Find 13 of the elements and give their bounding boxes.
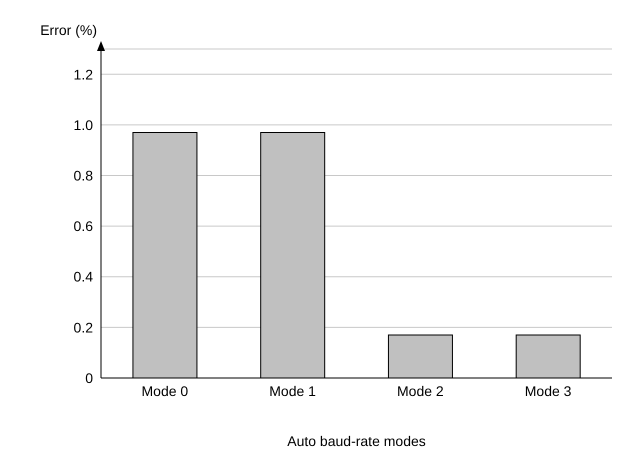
x-tick-label: Mode 1 — [269, 382, 316, 399]
x-axis-title: Auto baud-rate modes — [287, 433, 426, 449]
y-tick-label: 0.8 — [74, 168, 94, 184]
y-tick-label: 0.4 — [74, 268, 94, 285]
y-tick-label: 0 — [85, 370, 94, 386]
y-axis-title: Error (%) — [40, 22, 97, 38]
x-tick-label: Mode 3 — [524, 382, 572, 399]
y-tick-label: 1.0 — [74, 116, 94, 133]
y-tick-label: 0.2 — [74, 319, 94, 336]
y-tick-label: 1.2 — [74, 66, 94, 82]
y-tick-label: 0.6 — [74, 218, 94, 234]
x-tick-label: Mode 0 — [142, 382, 188, 399]
x-tick-label: Mode 2 — [397, 382, 444, 399]
